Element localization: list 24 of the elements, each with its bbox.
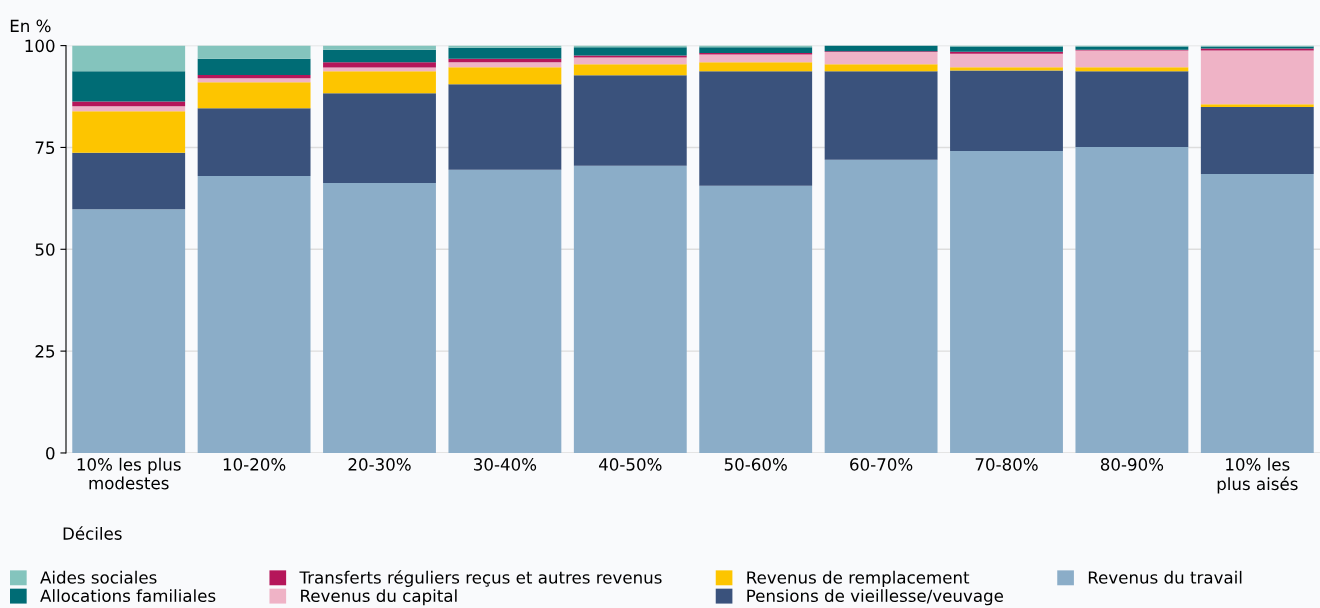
legend-label: Transferts réguliers reçus et autres revenus [299,570,662,587]
y-tick-label: 50 [35,243,55,256]
x-tick-label: 50-60% [724,458,787,471]
legend-label: Revenus du capital [301,589,457,606]
y-tick-label: 0 [46,446,55,460]
legend-label: Revenus du travail [1088,570,1242,584]
legend-label: Allocations familiales [40,589,216,603]
x-tick-label: 10-20% [223,458,286,471]
x-tick-label: 80-90% [1100,458,1164,471]
y-tick-label: 100 [25,39,55,53]
legend-label: Aides sociales [40,570,157,584]
y-axis-title: En % [10,19,51,33]
legend-label: Pensions de vieillesse/veuvage [747,589,1004,606]
y-tick-label: 25 [35,345,55,358]
x-tick-label: 40-50% [598,458,662,471]
x-axis-title: Déciles [63,526,122,540]
legend-label: Revenus de remplacement [747,570,970,587]
x-tick-label: 70-80% [975,458,1038,471]
y-tick-label: 75 [35,141,55,155]
x-tick-label: 10% les plus aisés [1217,457,1298,494]
x-tick-label: 20-30% [348,458,411,471]
x-tick-label: 30-40% [474,458,537,471]
x-tick-label: 10% les plus modestes [77,457,181,490]
x-tick-label: 60-70% [850,458,913,471]
